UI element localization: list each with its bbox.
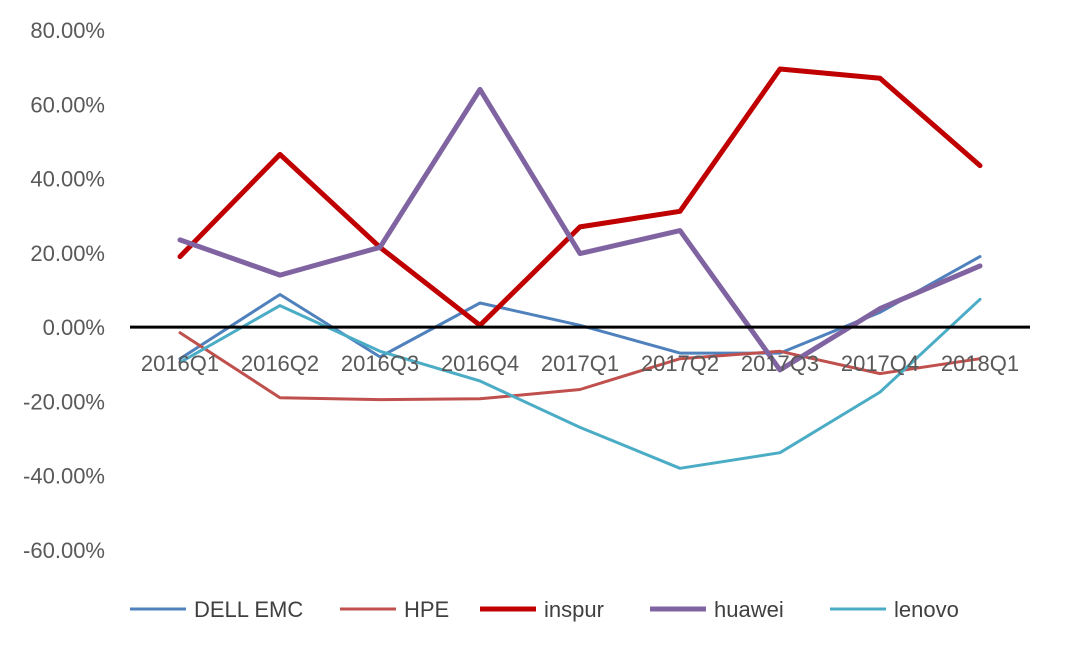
y-tick-label: -40.00% [23, 464, 105, 489]
series-line-lenovo [178, 297, 982, 470]
x-tick-label: 2017Q4 [841, 351, 919, 376]
legend-item-huawei: huawei [650, 597, 784, 622]
x-tick-label: 2017Q1 [541, 351, 619, 376]
series-lines [177, 66, 983, 470]
y-tick-label: -60.00% [23, 538, 105, 563]
y-tick-label: 20.00% [30, 241, 105, 266]
legend-item-dell-emc: DELL EMC [130, 597, 303, 622]
x-tick-label: 2017Q2 [641, 351, 719, 376]
x-axis-labels: 2016Q1 2016Q2 2016Q3 2016Q4 2017Q1 2017Q2 2017… [141, 351, 1019, 376]
y-tick-label: 0.00% [43, 315, 105, 340]
y-tick-label: 80.00% [30, 18, 105, 43]
x-tick-label: 2016Q1 [141, 351, 219, 376]
legend-label: huawei [714, 597, 784, 622]
x-tick-label: 2016Q2 [241, 351, 319, 376]
series-line-hpe [178, 331, 982, 402]
legend-label: DELL EMC [194, 597, 303, 622]
legend-label: inspur [544, 597, 604, 622]
x-tick-label: 2016Q3 [341, 351, 419, 376]
series-line-huawei [177, 86, 983, 373]
y-tick-label: 60.00% [30, 92, 105, 117]
x-tick-label: 2017Q3 [741, 351, 819, 376]
x-tick-label: 2018Q1 [941, 351, 1019, 376]
y-axis-labels: 80.00% 60.00% 40.00% 20.00% 0.00% -20.00% -40.… [23, 18, 105, 563]
y-tick-label: 40.00% [30, 167, 105, 192]
legend-item-hpe: HPE [340, 597, 449, 622]
y-tick-label: -20.00% [23, 389, 105, 414]
legend-item-lenovo: lenovo [830, 597, 959, 622]
legend: DELL EMC HPE inspur huawei lenovo [130, 597, 959, 622]
series-line-inspur [177, 66, 983, 328]
legend-label: HPE [404, 597, 449, 622]
x-tick-label: 2016Q4 [441, 351, 519, 376]
legend-item-inspur: inspur [480, 597, 604, 622]
legend-label: lenovo [894, 597, 959, 622]
